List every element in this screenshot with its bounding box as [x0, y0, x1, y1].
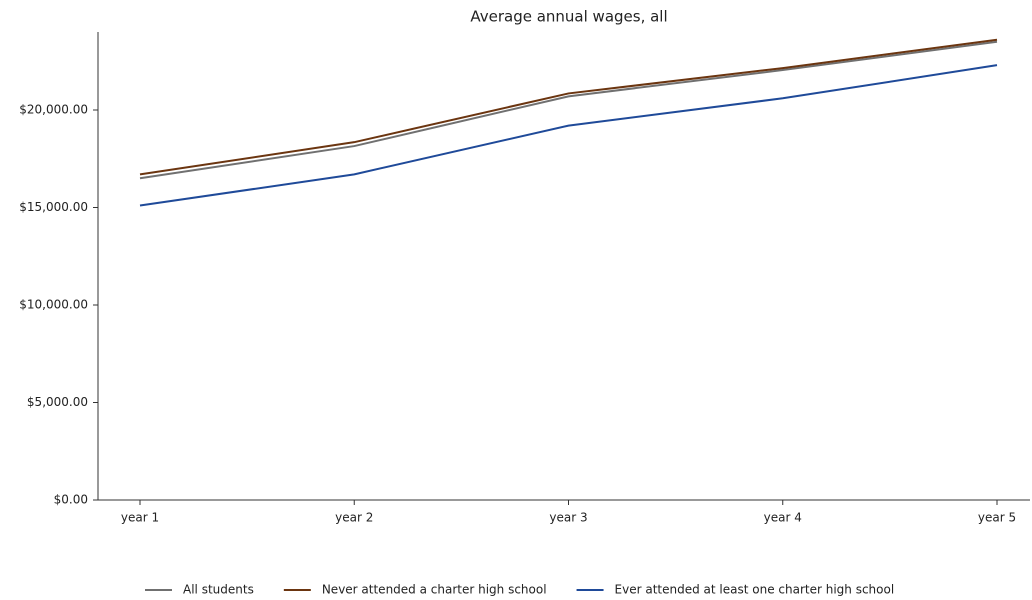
y-tick-label: $20,000.00 — [19, 103, 88, 117]
y-tick-label: $5,000.00 — [27, 395, 88, 409]
legend-label: Ever attended at least one charter high … — [615, 583, 895, 597]
legend-label: All students — [183, 583, 254, 597]
x-tick-label: year 1 — [121, 511, 159, 525]
chart-title: Average annual wages, all — [470, 8, 667, 26]
x-tick-label: year 2 — [335, 511, 373, 525]
x-tick-label: year 4 — [764, 511, 802, 525]
y-tick-label: $15,000.00 — [19, 200, 88, 214]
legend-label: Never attended a charter high school — [322, 583, 547, 597]
y-tick-label: $0.00 — [54, 493, 88, 507]
series-line — [139, 40, 998, 180]
y-tick-label: $10,000.00 — [19, 298, 88, 312]
x-tick-label: year 5 — [978, 511, 1016, 525]
series-line — [139, 64, 998, 207]
x-tick-label: year 3 — [549, 511, 587, 525]
series-line — [139, 38, 998, 176]
